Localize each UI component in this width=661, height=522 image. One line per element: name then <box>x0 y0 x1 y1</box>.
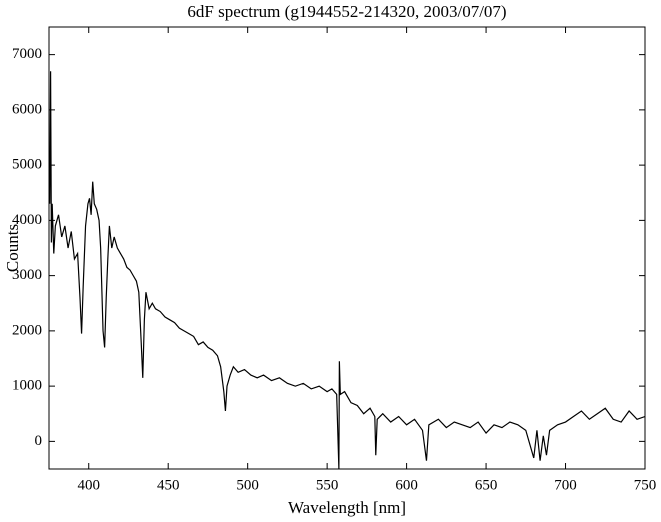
y-tick-label: 0 <box>35 433 43 449</box>
x-tick-label: 500 <box>236 477 259 493</box>
y-tick-label: 2000 <box>12 322 42 338</box>
spectrum-line <box>49 71 645 469</box>
y-tick-label: 5000 <box>12 157 42 173</box>
y-tick-label: 3000 <box>12 267 42 283</box>
x-tick-label: 450 <box>157 477 180 493</box>
x-tick-label: 650 <box>475 477 498 493</box>
x-tick-label: 400 <box>77 477 100 493</box>
y-axis-label: Counts <box>3 224 22 272</box>
x-tick-label: 750 <box>634 477 657 493</box>
x-tick-label: 700 <box>554 477 577 493</box>
y-tick-label: 6000 <box>12 101 42 117</box>
chart-title: 6dF spectrum (g1944552-214320, 2003/07/0… <box>187 2 506 21</box>
y-tick-label: 7000 <box>12 46 42 62</box>
x-axis-label: Wavelength [nm] <box>288 498 406 517</box>
plot-frame <box>48 26 646 470</box>
y-tick-label: 1000 <box>12 378 42 394</box>
y-tick-label: 4000 <box>12 212 42 228</box>
x-tick-label: 600 <box>395 477 418 493</box>
x-tick-label: 550 <box>316 477 339 493</box>
